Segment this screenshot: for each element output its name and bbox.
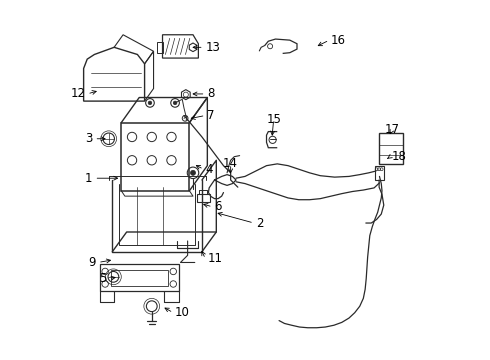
Text: 15: 15 (266, 113, 281, 126)
Text: 8: 8 (207, 87, 215, 100)
Text: 7: 7 (207, 109, 215, 122)
Text: 16: 16 (331, 33, 346, 47)
Circle shape (191, 170, 196, 175)
Text: 6: 6 (215, 201, 222, 213)
Text: 10: 10 (175, 306, 190, 319)
Text: 17: 17 (385, 123, 399, 136)
Bar (375, 166, 384, 180)
Text: 11: 11 (207, 252, 222, 265)
Bar (157, 42, 163, 53)
Text: 9: 9 (89, 256, 96, 269)
Bar (379, 134, 403, 164)
Bar (196, 194, 210, 202)
Circle shape (148, 101, 152, 105)
Bar (122, 123, 190, 191)
Text: 14: 14 (223, 157, 238, 170)
Text: 1: 1 (85, 172, 93, 185)
Text: 12: 12 (71, 87, 85, 100)
Circle shape (173, 101, 177, 105)
Text: 5: 5 (99, 272, 107, 285)
Text: 18: 18 (392, 150, 407, 163)
Bar (111, 270, 168, 286)
Text: 13: 13 (205, 41, 221, 54)
Bar (100, 264, 179, 291)
Text: 4: 4 (205, 163, 213, 176)
Text: 2: 2 (256, 216, 263, 230)
Text: 3: 3 (85, 132, 93, 145)
